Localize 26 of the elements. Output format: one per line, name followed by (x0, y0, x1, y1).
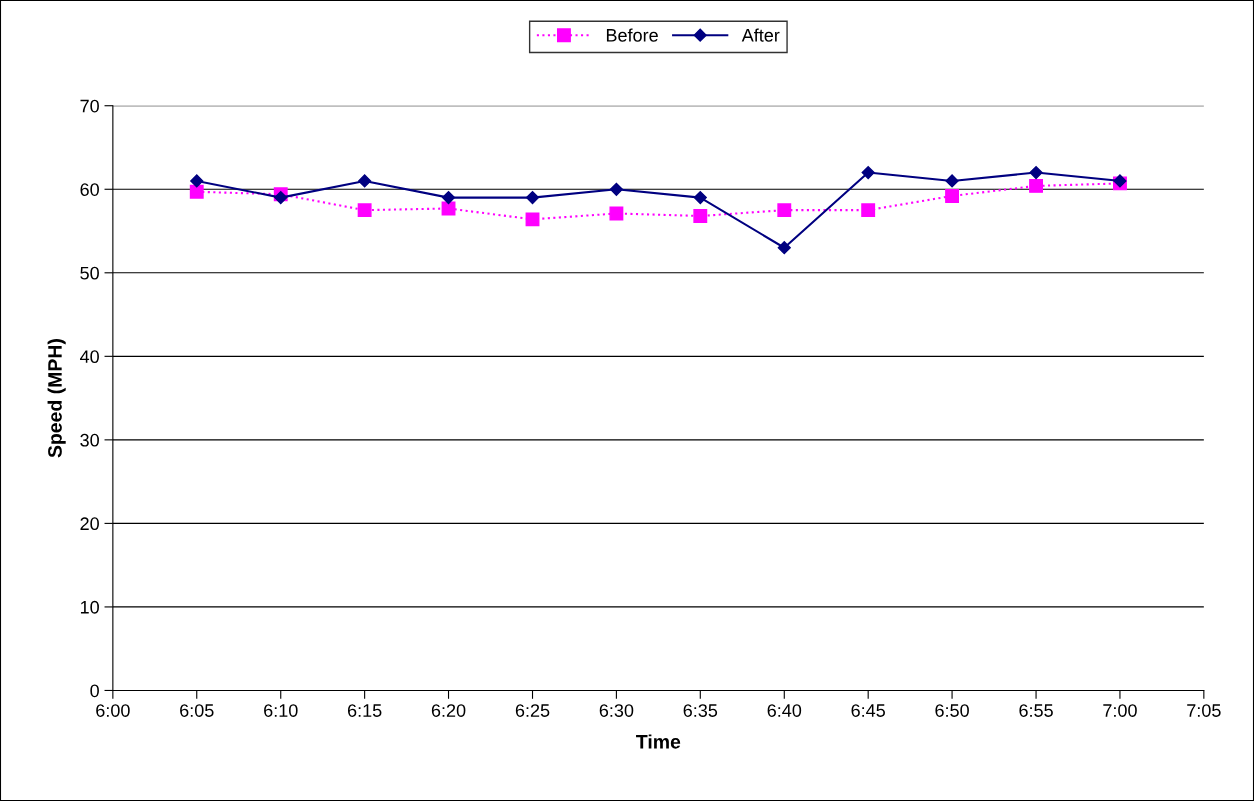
y-tick-label: 20 (80, 517, 99, 531)
y-tick-label: 60 (80, 183, 99, 196)
y-tick-label: 10 (80, 600, 99, 614)
x-tick-label: 6:20 (431, 704, 466, 717)
x-tick-label: 6:00 (96, 704, 130, 717)
x-tick-label: 7:05 (1187, 704, 1221, 717)
y-axis-title: Speed (MPH) (47, 339, 66, 458)
legend-label: Before (606, 28, 658, 42)
x-tick-label: 6:30 (599, 704, 634, 717)
legend-label: After (741, 28, 780, 42)
x-tick-label: 6:10 (264, 704, 298, 717)
x-tick-label: 6:25 (515, 704, 550, 717)
y-tick-label: 0 (90, 684, 99, 698)
x-tick-label: 6:15 (347, 704, 382, 717)
y-tick-label: 70 (80, 99, 99, 113)
x-tick-label: 6:35 (683, 704, 718, 717)
x-tick-label: 7:00 (1103, 704, 1137, 717)
x-tick-label: 6:45 (851, 704, 885, 717)
y-tick-label: 30 (80, 433, 99, 447)
x-axis-title: Time (636, 734, 681, 749)
x-tick-label: 6:05 (180, 704, 214, 717)
y-tick-label: 50 (80, 266, 99, 280)
y-tick-label: 40 (80, 350, 99, 364)
x-tick-label: 6:50 (935, 704, 969, 717)
x-tick-label: 6:40 (767, 704, 802, 717)
x-tick-label: 6:55 (1019, 704, 1053, 717)
